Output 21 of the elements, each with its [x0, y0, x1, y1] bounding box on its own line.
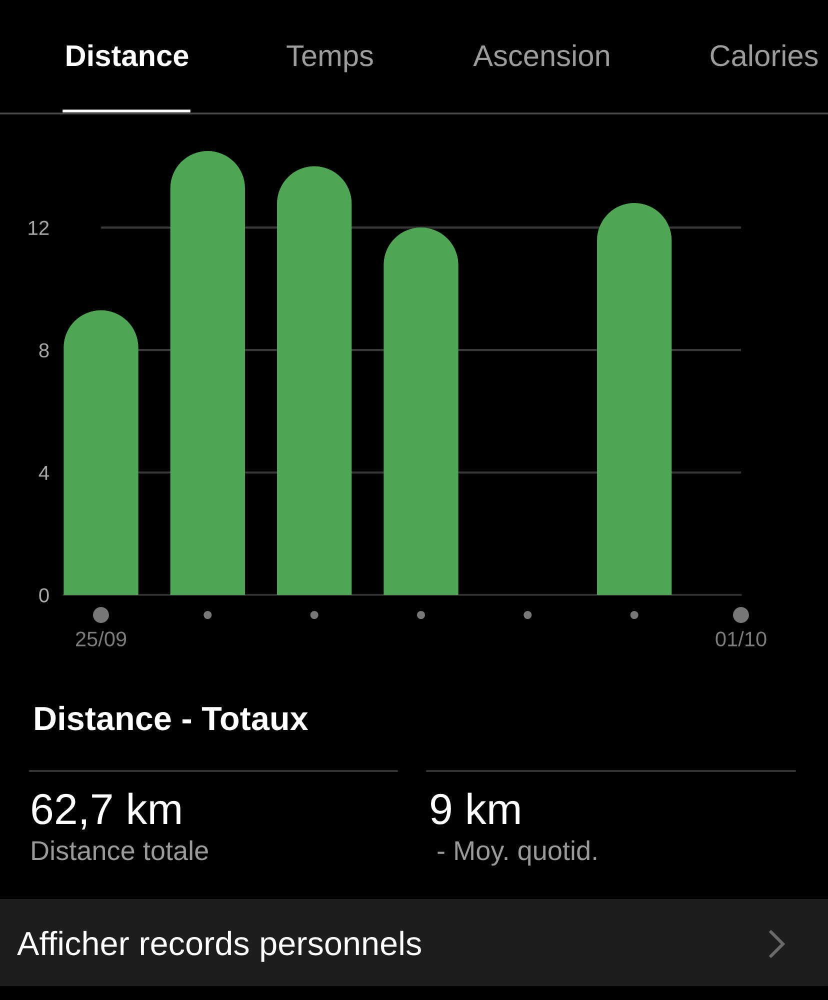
text: 62,7 km: [32, 792, 180, 830]
text: 9 km: [431, 792, 520, 824]
text: Temps: [286, 45, 373, 72]
text: Distance totale: [32, 840, 208, 860]
bar: [64, 310, 138, 595]
text: Ascension: [473, 44, 609, 66]
y-tick-label: 0: [39, 588, 49, 602]
text: Distance - Totaux: [35, 706, 308, 730]
x-tick-label: 25/09: [76, 631, 126, 646]
bar: [384, 228, 458, 595]
text: Calories: [710, 44, 818, 66]
bar: [597, 203, 672, 595]
bar: [170, 151, 245, 595]
text: Afficher records personnels: [17, 930, 421, 962]
chart-title: Distance: [66, 44, 188, 66]
text: - Moy. quotid.: [438, 840, 596, 866]
y-tick-label: 4: [38, 466, 50, 480]
y-tick-label: 8: [39, 343, 49, 358]
x-tick-label: 01/10: [716, 631, 766, 646]
y-tick-label: 12: [28, 220, 49, 235]
bar: [277, 166, 352, 595]
